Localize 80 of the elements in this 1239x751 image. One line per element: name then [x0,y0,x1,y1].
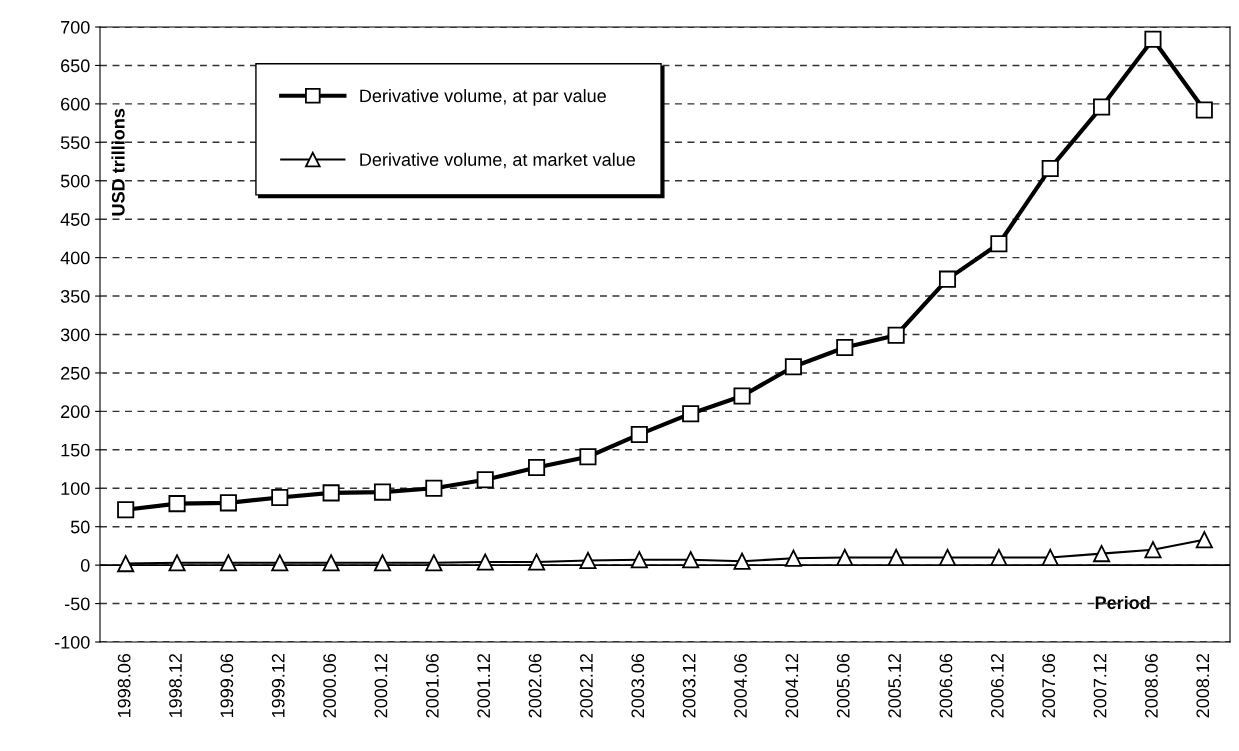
y-tick-label: -100 [54,635,90,649]
point [168,495,186,513]
point [219,554,237,572]
point [938,270,957,288]
point [579,448,597,466]
x-tick-label: 1998.12 [169,654,182,717]
y-tick-label: 0 [80,559,90,572]
point [322,484,340,502]
x-tick-label: 2002.12 [580,654,593,718]
y-tick-label: -50 [64,597,90,611]
x-tick-label: 2003.12 [682,654,696,718]
point [425,554,443,572]
point [1195,101,1213,119]
point [887,326,905,344]
x-tick-label: 2004.12 [785,654,799,718]
point [1093,545,1111,563]
point [271,488,289,507]
x-tick-label: 1998.06 [117,653,131,717]
point [425,479,443,497]
point [322,554,340,572]
y-tick-label: 150 [61,443,90,457]
legend-label: Derivative volume, at market value [360,152,635,169]
y-tick-label: 300 [60,328,90,342]
point [836,339,854,357]
y-tick-label: 100 [61,482,90,495]
point [733,387,751,405]
point [168,554,186,572]
point [1041,159,1059,177]
point [1144,541,1162,559]
x-tick-label: 2007.12 [1093,654,1107,718]
y-tick-label: 450 [60,213,90,226]
x-tick-label: 2008.12 [1196,654,1210,718]
x-tick-label: 2005.06 [836,653,850,718]
x-tick-label: 1999.06 [220,653,234,717]
x-tick-label: 2006.12 [990,654,1004,718]
point [733,552,751,570]
point [1195,531,1213,549]
point [682,551,700,569]
point [117,555,135,573]
point [373,483,392,501]
point [528,553,546,571]
x-tick-label: 2000.06 [323,653,336,718]
y-tick-label: 350 [60,290,90,303]
y-tick-label: 700 [61,20,90,34]
point [990,235,1008,253]
legend-label: Derivative volume, at par value [360,88,606,106]
x-tick-label: 2008.06 [1145,653,1158,718]
y-tick-label: 250 [61,366,90,380]
point [476,471,494,489]
point [630,425,648,443]
y-tick-label: 400 [60,251,90,265]
y-tick-label: 550 [60,136,90,150]
point [1144,30,1162,48]
point [373,554,392,572]
x-tick-label: 2000.12 [374,654,388,718]
x-tick-label: 1999.12 [271,654,285,717]
point [682,405,700,423]
point [271,554,289,572]
x-tick-label: 2007.06 [1042,653,1056,718]
point [476,553,494,571]
point [528,458,546,477]
y-tick-label: 500 [60,174,90,188]
point [784,358,802,376]
x-tick-label: 2006.06 [939,653,953,718]
point [1093,98,1111,116]
x-tick-label: 2001.12 [477,654,491,718]
x-tick-label: 2001.06 [425,653,439,718]
y-tick-label: 600 [61,97,90,111]
y-tick-label: 50 [70,520,90,534]
x-tick-label: 2002.06 [528,653,542,718]
point [117,501,135,519]
x-tick-label: 2004.06 [734,653,747,718]
point [579,551,597,570]
y-axis-title: USD trillions [111,108,125,216]
x-tick-label: 2003.06 [631,653,645,718]
point [219,494,237,512]
y-tick-label: 650 [61,59,90,73]
y-tick-label: 200 [61,405,90,419]
x-tick-label: 2005.12 [888,654,901,718]
point [630,551,648,569]
